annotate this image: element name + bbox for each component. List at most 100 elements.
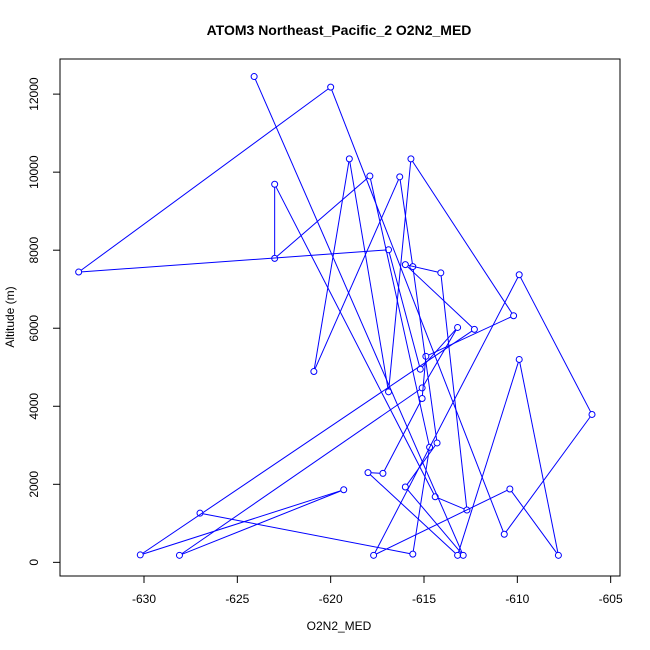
data-point xyxy=(385,388,393,396)
series-line-segment xyxy=(349,161,389,389)
y-tick-label: 8000 xyxy=(27,237,41,264)
series-line-segment xyxy=(407,266,473,328)
series-line-segment xyxy=(376,489,508,555)
series-line-segment xyxy=(388,161,412,389)
series-line-segment xyxy=(142,490,342,555)
series-line-segment xyxy=(182,490,342,555)
data-point xyxy=(364,469,372,477)
series-line-group xyxy=(80,79,592,555)
series-line-segment xyxy=(412,450,430,552)
series-line-segment xyxy=(519,362,559,553)
series-line-segment xyxy=(412,161,513,314)
series-line-segment xyxy=(81,249,386,273)
series-line-segment xyxy=(80,88,329,271)
data-point xyxy=(379,469,387,477)
data-point xyxy=(510,312,518,320)
series-line-segment xyxy=(313,161,350,369)
series-line-segment xyxy=(399,179,413,264)
series-line-segment xyxy=(520,277,592,413)
data-point xyxy=(385,246,393,254)
x-tick-label: -620 xyxy=(319,592,343,606)
data-point xyxy=(396,173,404,181)
series-line-segment xyxy=(254,79,463,553)
data-point xyxy=(196,509,204,517)
series-line-segment xyxy=(423,329,457,386)
data-point xyxy=(271,180,279,188)
series-line-segment xyxy=(275,186,435,495)
series-line-segment xyxy=(314,179,399,369)
series-line-segment xyxy=(406,445,436,485)
x-axis-label: O2N2_MED xyxy=(307,619,372,633)
data-point xyxy=(416,365,424,373)
series-line-segment xyxy=(369,474,456,554)
series-line-segment xyxy=(276,177,368,257)
data-point xyxy=(515,355,523,363)
y-axis-label: Altitude (m) xyxy=(3,286,17,347)
data-point xyxy=(250,73,258,81)
x-tick-label: -610 xyxy=(505,592,529,606)
data-point xyxy=(433,439,441,447)
series-line-segment xyxy=(421,359,427,396)
data-point xyxy=(418,384,426,392)
data-point xyxy=(500,530,508,538)
series-line-segment xyxy=(383,400,422,471)
data-point xyxy=(554,551,562,559)
series-line-segment xyxy=(437,497,465,510)
data-point xyxy=(340,486,348,494)
data-point xyxy=(470,325,478,333)
y-tick-label: 12000 xyxy=(27,77,41,111)
data-point xyxy=(75,268,83,276)
series-line-segment xyxy=(202,513,410,555)
data-point xyxy=(506,485,514,493)
series-line-segment xyxy=(458,362,519,553)
series-line-segment xyxy=(428,316,512,356)
x-tick-label: -615 xyxy=(412,592,436,606)
data-point xyxy=(422,352,430,360)
data-point xyxy=(463,506,471,514)
chart-title: ATOM3 Northeast_Pacific_2 O2N2_MED xyxy=(207,22,472,38)
data-point xyxy=(310,368,318,376)
data-point xyxy=(437,269,445,277)
data-point xyxy=(588,410,596,418)
data-point xyxy=(366,172,374,180)
data-point xyxy=(407,155,415,163)
series-line-segment xyxy=(412,269,438,441)
data-point xyxy=(454,323,462,331)
data-point xyxy=(136,551,144,559)
series-points-group xyxy=(75,73,596,559)
data-point xyxy=(409,550,417,558)
data-point xyxy=(401,483,409,491)
series-line-segment xyxy=(374,277,519,553)
data-point xyxy=(370,551,378,559)
x-tick-label: -630 xyxy=(132,592,156,606)
data-point xyxy=(426,443,434,451)
series-line-segment xyxy=(388,252,420,367)
y-tick-label: 4000 xyxy=(27,393,41,420)
data-point xyxy=(409,263,417,271)
x-tick-label: -625 xyxy=(225,592,249,606)
data-point xyxy=(515,271,523,279)
y-tick-label: 0 xyxy=(27,559,41,566)
y-tick-label: 2000 xyxy=(27,471,41,498)
series-line-segment xyxy=(440,275,468,508)
series-line-segment xyxy=(505,416,591,533)
x-axis: -630 -625 -620 -615 -610 -605 xyxy=(132,575,623,606)
data-point xyxy=(401,261,409,269)
data-point xyxy=(454,551,462,559)
series-line-segment xyxy=(406,489,462,554)
y-axis: 0 2000 4000 6000 8000 10000 12000 xyxy=(27,77,61,566)
data-point xyxy=(345,155,353,163)
data-point xyxy=(271,254,279,262)
data-point xyxy=(327,83,335,91)
data-point xyxy=(431,493,439,501)
series-line-segment xyxy=(511,491,558,554)
y-tick-label: 10000 xyxy=(27,155,41,189)
series-line-segment xyxy=(181,389,420,555)
data-point xyxy=(418,394,426,402)
y-tick-label: 6000 xyxy=(27,315,41,342)
series-line-segment xyxy=(408,264,438,273)
x-tick-label: -605 xyxy=(599,592,623,606)
